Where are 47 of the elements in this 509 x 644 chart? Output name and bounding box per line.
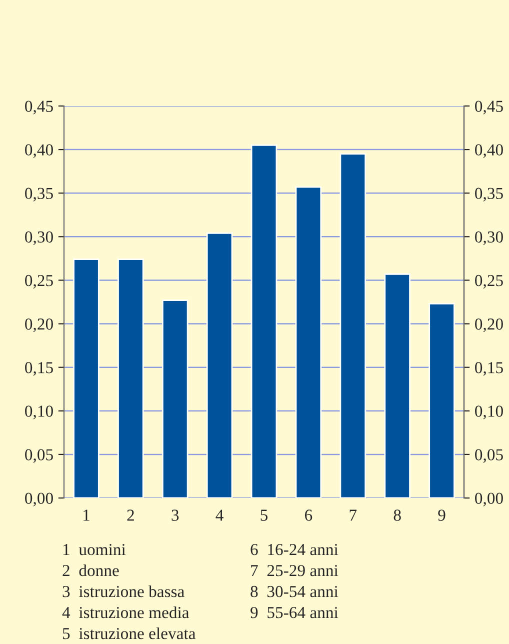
bar bbox=[206, 232, 233, 498]
y-tick-label: 0,40 bbox=[25, 144, 53, 158]
x-tick-label: 4 bbox=[216, 510, 224, 521]
y2-tick-label: 0,40 bbox=[475, 144, 503, 158]
y-tick-label: 0,05 bbox=[25, 449, 53, 463]
y2-tick-label: 0,10 bbox=[475, 406, 503, 420]
bar bbox=[118, 258, 144, 498]
x-tick-label: 8 bbox=[394, 510, 401, 521]
text: 7 25-29 anni bbox=[251, 564, 338, 576]
text: 4 istruzione media bbox=[62, 606, 190, 618]
y2-tick-label: 0,15 bbox=[475, 362, 503, 376]
y2-tick-label: 0,45 bbox=[475, 100, 503, 114]
x-tick-label: 3 bbox=[172, 510, 179, 521]
y2-tick-label: 0,05 bbox=[475, 449, 503, 463]
y-tick-label: 0,15 bbox=[25, 362, 53, 376]
bar bbox=[250, 144, 278, 498]
y2-tick-label: 0,35 bbox=[475, 188, 503, 202]
bar bbox=[428, 303, 455, 498]
text: 1 uomini bbox=[63, 544, 126, 556]
text: 5 istruzione elevata bbox=[62, 627, 196, 640]
text: 8 30-54 anni bbox=[250, 586, 338, 598]
bar bbox=[162, 300, 188, 498]
text: 2 donne bbox=[62, 564, 119, 576]
x-tick-label: 7 bbox=[350, 510, 357, 521]
y-tick-label: 0,20 bbox=[25, 318, 53, 332]
text: 9 55-64 anni bbox=[250, 606, 338, 618]
bar bbox=[295, 186, 322, 498]
y2-tick-label: 0,20 bbox=[475, 318, 503, 332]
bar bbox=[340, 153, 366, 498]
y2-tick-label: 0,30 bbox=[475, 231, 503, 246]
text: 3 istruzione bassa bbox=[62, 585, 184, 598]
text: 6 16-24 anni bbox=[250, 544, 338, 556]
y-tick-label: 0,25 bbox=[25, 274, 53, 289]
y-tick-label: 0,00 bbox=[25, 492, 53, 506]
x-tick-label: 5 bbox=[260, 510, 268, 521]
x-tick-label: 2 bbox=[127, 510, 134, 521]
y-tick-label: 0,45 bbox=[25, 100, 53, 114]
x-tick-label: 1 bbox=[84, 510, 90, 521]
y2-tick-label: 0,25 bbox=[475, 274, 503, 289]
bar bbox=[384, 273, 410, 498]
y-tick-label: 0,35 bbox=[25, 188, 53, 202]
x-tick-label: 6 bbox=[304, 510, 312, 521]
bar bbox=[73, 258, 100, 498]
x-tick-label: 9 bbox=[438, 510, 446, 521]
y-tick-label: 0,10 bbox=[25, 406, 53, 420]
y2-tick-label: 0,00 bbox=[475, 492, 503, 506]
y-tick-label: 0,30 bbox=[25, 231, 53, 246]
